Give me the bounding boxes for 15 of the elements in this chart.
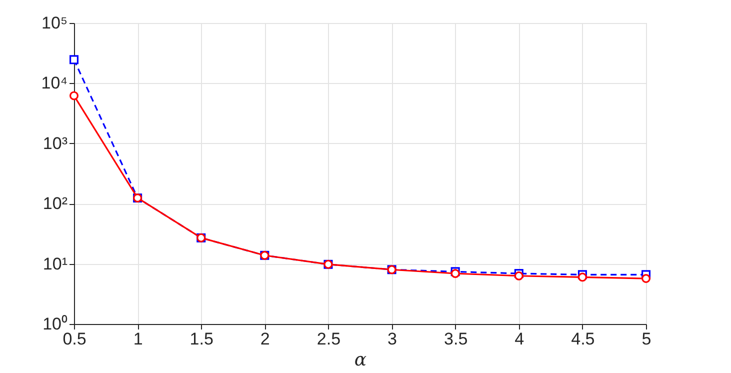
x-tick-label: 2.5: [316, 330, 341, 348]
x-tick-label: 5: [642, 330, 652, 348]
x-tick-label: 4: [514, 330, 524, 348]
x-tick-label: 3.5: [444, 330, 468, 348]
y-tick-label: 10³: [42, 134, 68, 153]
x-tick-label: 1.5: [190, 330, 214, 348]
y-tick-label: 10⁴: [41, 74, 68, 93]
y-tick-label: 10²: [42, 194, 68, 214]
x-tick-label: 4.5: [571, 330, 595, 348]
x-tick-label: 2: [260, 330, 270, 348]
x-tick-label: 1: [133, 330, 143, 348]
y-tick-label: 10⁵: [42, 14, 68, 32]
x-tick-label: 3: [388, 330, 398, 348]
y-tick-label: 10¹: [42, 254, 68, 274]
x-axis-title: α: [354, 350, 367, 370]
